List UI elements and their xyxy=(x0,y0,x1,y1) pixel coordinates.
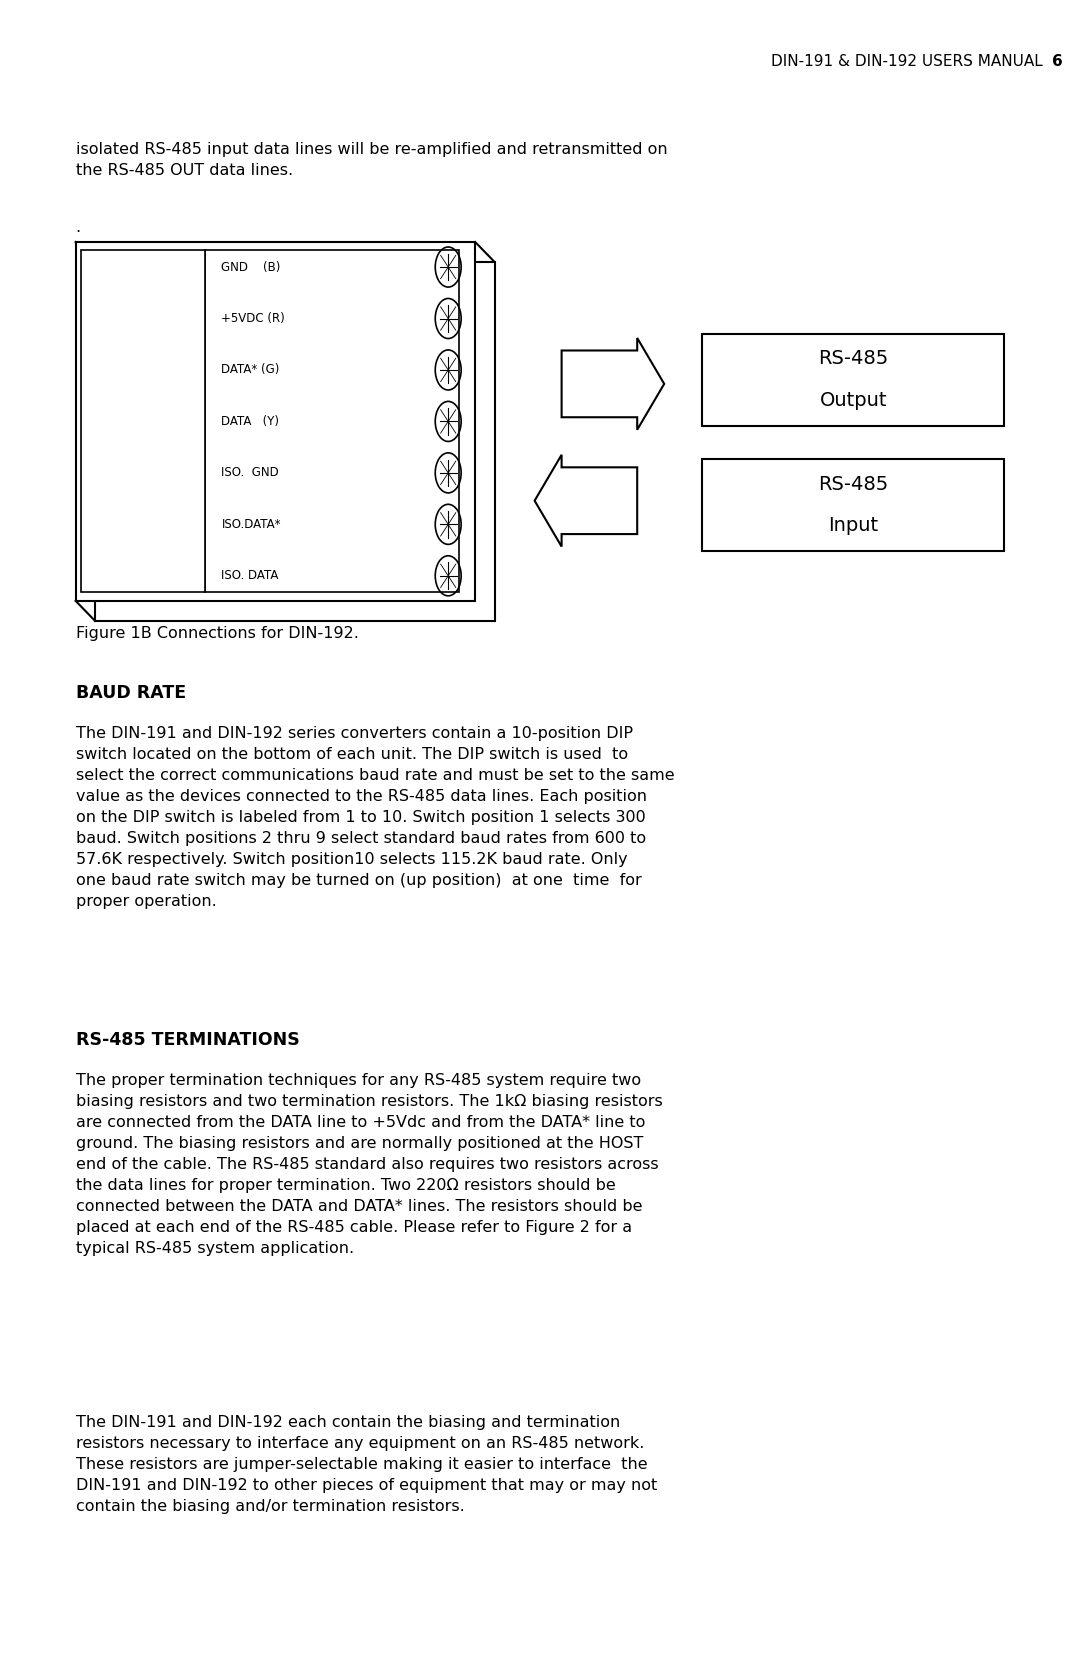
Polygon shape xyxy=(76,242,475,601)
Text: DIN-191 & DIN-192 USERS MANUAL: DIN-191 & DIN-192 USERS MANUAL xyxy=(771,55,1048,68)
Polygon shape xyxy=(702,334,1004,426)
Text: DATA* (G): DATA* (G) xyxy=(221,364,280,377)
Text: The proper termination techniques for any RS-485 system require two
biasing resi: The proper termination techniques for an… xyxy=(76,1073,662,1257)
Polygon shape xyxy=(702,459,1004,551)
Text: ISO.  GND: ISO. GND xyxy=(221,466,279,479)
Text: RS-485 TERMINATIONS: RS-485 TERMINATIONS xyxy=(76,1031,299,1050)
Text: ISO. DATA: ISO. DATA xyxy=(221,569,279,582)
Text: BAUD RATE: BAUD RATE xyxy=(76,684,186,703)
Text: Output: Output xyxy=(820,391,887,411)
Text: The DIN-191 and DIN-192 series converters contain a 10-position DIP
switch locat: The DIN-191 and DIN-192 series converter… xyxy=(76,726,674,910)
Polygon shape xyxy=(95,262,495,621)
Text: +5VDC (R): +5VDC (R) xyxy=(221,312,285,325)
Text: Figure 1B Connections for DIN-192.: Figure 1B Connections for DIN-192. xyxy=(76,626,359,641)
FancyArrow shape xyxy=(535,456,637,547)
Text: RS-485: RS-485 xyxy=(818,349,889,369)
Text: GND    (B): GND (B) xyxy=(221,260,281,274)
Text: ISO.DATA*: ISO.DATA* xyxy=(221,517,281,531)
Text: isolated RS-485 input data lines will be re-amplified and retransmitted on
the R: isolated RS-485 input data lines will be… xyxy=(76,142,667,179)
Text: 6: 6 xyxy=(1052,55,1063,68)
Text: The DIN-191 and DIN-192 each contain the biasing and termination
resistors neces: The DIN-191 and DIN-192 each contain the… xyxy=(76,1415,657,1514)
Text: Input: Input xyxy=(828,516,878,536)
Polygon shape xyxy=(81,250,205,592)
Text: RS-485: RS-485 xyxy=(818,474,889,494)
Text: DATA   (Y): DATA (Y) xyxy=(221,416,280,427)
Text: .: . xyxy=(76,220,81,235)
Polygon shape xyxy=(205,250,459,592)
FancyArrow shape xyxy=(562,337,664,429)
